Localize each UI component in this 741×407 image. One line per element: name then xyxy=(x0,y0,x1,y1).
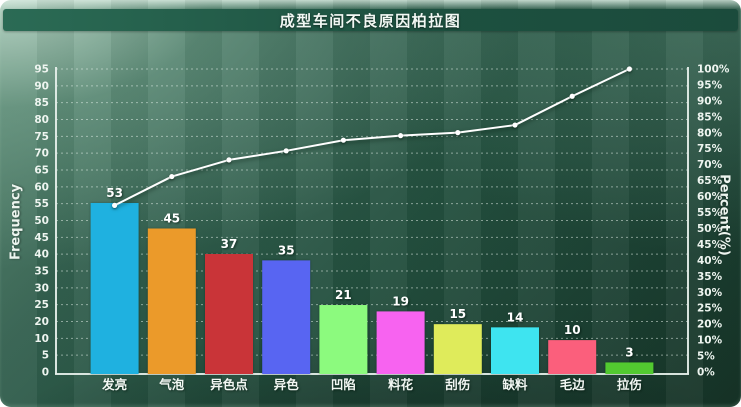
bar-value-label: 3 xyxy=(625,345,633,359)
left-axis-tick-label: 10 xyxy=(34,333,49,345)
bar-value-label: 35 xyxy=(278,243,295,257)
x-axis-category-label: 异色 xyxy=(274,377,300,392)
left-axis-tick-label: 70 xyxy=(34,148,49,160)
x-axis-category-label: 缺料 xyxy=(502,377,528,392)
bar-拉伤 xyxy=(605,362,654,374)
left-axis-tick-label: 0 xyxy=(42,367,49,379)
bar-异色 xyxy=(262,260,311,374)
x-axis-category-label: 刮伤 xyxy=(445,377,470,392)
right-axis-tick-label: 75% xyxy=(697,143,723,155)
right-axis-tick-label: 35% xyxy=(697,271,723,283)
right-axis-tick-label: 60% xyxy=(697,191,723,203)
left-axis-tick-label: 40 xyxy=(34,249,49,261)
bar-料花 xyxy=(376,311,425,374)
right-axis-tick-label: 80% xyxy=(697,127,723,139)
x-axis-category-label: 异色点 xyxy=(210,377,248,392)
line-point-marker xyxy=(626,66,633,72)
line-point-marker xyxy=(340,137,346,143)
chart-title-bar: 成型车间不良原因柏拉图 xyxy=(3,9,738,31)
line-point-marker xyxy=(169,173,175,180)
right-axis-tick-label: 55% xyxy=(697,207,723,219)
bar-value-label: 45 xyxy=(163,211,180,225)
bar-毛边 xyxy=(548,340,597,374)
right-axis-tick-label: 30% xyxy=(697,287,723,299)
left-axis-tick-label: 20 xyxy=(34,316,49,328)
bar-气泡 xyxy=(147,228,196,374)
cumulative-percent-line xyxy=(113,68,631,207)
bar-异色点 xyxy=(205,253,253,374)
bar-刮伤 xyxy=(433,324,482,374)
bar-缺料 xyxy=(491,327,539,374)
right-axis-tick-label: 95% xyxy=(697,79,723,91)
line-point-marker xyxy=(569,93,575,99)
left-axis-tick-label: 45 xyxy=(34,232,49,244)
left-axis-title: Frequency xyxy=(8,183,24,261)
left-axis-tick-label: 65 xyxy=(34,165,49,177)
x-axis-category-label: 料花 xyxy=(388,377,414,392)
x-axis-category-label: 毛边 xyxy=(560,377,586,392)
x-axis-category-label: 凹陷 xyxy=(331,377,356,392)
right-axis-tick-label: 50% xyxy=(697,223,723,235)
line-point-marker xyxy=(112,202,118,208)
right-axis-tick-label: 40% xyxy=(697,255,723,267)
bar-value-label: 37 xyxy=(221,237,238,251)
right-axis-title: Percent(%) xyxy=(716,174,732,256)
right-axis-tick-label: 90% xyxy=(697,95,723,107)
chart-title: 成型车间不良原因柏拉图 xyxy=(279,11,462,30)
right-axis-tick-label: 0% xyxy=(697,367,715,379)
left-axis-tick-label: 80 xyxy=(34,114,49,126)
bar-value-label: 19 xyxy=(392,294,409,308)
bar-value-label: 21 xyxy=(335,288,352,302)
left-axis-tick-label: 90 xyxy=(34,80,49,92)
x-axis-category-label: 气泡 xyxy=(158,377,185,392)
right-axis-tick-label: 20% xyxy=(697,319,723,331)
x-axis-category-label: 发亮 xyxy=(101,377,127,392)
left-axis-tick-label: 35 xyxy=(34,266,49,278)
left-axis-tick-label: 25 xyxy=(34,299,49,311)
line-point-marker xyxy=(398,133,404,139)
line-point-marker xyxy=(512,122,518,128)
right-axis-tick-label: 100% xyxy=(697,64,730,76)
right-axis-tick-label: 45% xyxy=(697,239,723,251)
bar-value-label: 10 xyxy=(564,323,581,337)
left-axis-tick-label: 5 xyxy=(42,350,49,362)
line-point-marker xyxy=(283,148,289,154)
line-point-marker xyxy=(455,130,461,136)
bar-凹陷 xyxy=(319,305,368,374)
right-axis-tick-label: 85% xyxy=(697,111,723,123)
left-axis-tick-label: 30 xyxy=(34,282,49,294)
x-axis-category-label: 拉伤 xyxy=(617,377,642,392)
right-axis-tick-label: 5% xyxy=(697,351,715,363)
left-axis-tick-label: 85 xyxy=(34,97,49,109)
left-axis-tick-label: 95 xyxy=(34,64,49,76)
right-axis-tick-label: 70% xyxy=(697,159,723,171)
bar-value-label: 15 xyxy=(449,307,466,321)
left-axis-tick-label: 60 xyxy=(34,181,49,193)
bar-value-label: 53 xyxy=(106,186,123,200)
line-point-marker xyxy=(226,157,232,163)
bar-发亮 xyxy=(90,202,139,374)
left-axis-tick-label: 75 xyxy=(34,131,49,143)
right-axis-tick-label: 10% xyxy=(697,335,723,347)
right-axis-tick-label: 25% xyxy=(697,303,723,315)
right-axis-tick-label: 65% xyxy=(697,175,723,187)
left-axis-tick-label: 55 xyxy=(34,198,49,210)
bar-value-label: 14 xyxy=(507,310,524,324)
left-axis-tick-label: 50 xyxy=(34,215,49,227)
